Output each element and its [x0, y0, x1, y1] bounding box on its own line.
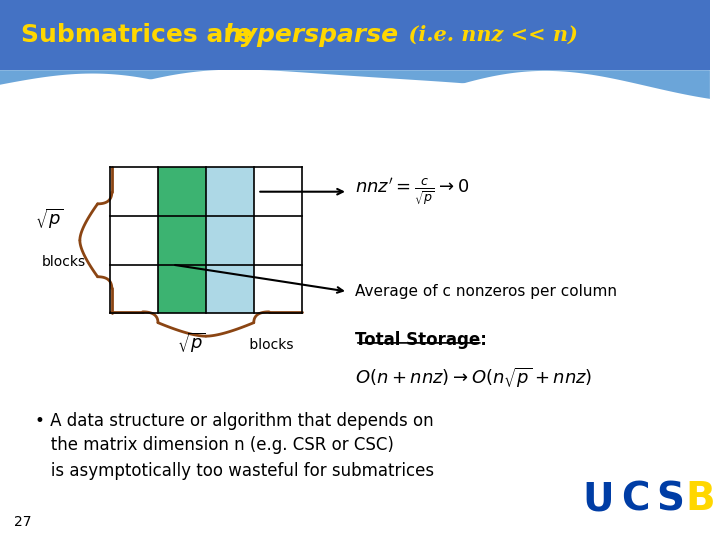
Text: blocks: blocks [42, 255, 86, 269]
Text: hypersparse: hypersparse [224, 23, 399, 47]
Text: Total Storage:: Total Storage: [355, 331, 487, 349]
Text: Average of c nonzeros per column: Average of c nonzeros per column [355, 284, 617, 299]
Text: B: B [685, 481, 715, 518]
Text: S: S [657, 481, 685, 518]
Text: $\sqrt{p}$: $\sqrt{p}$ [35, 207, 64, 231]
FancyBboxPatch shape [0, 0, 710, 70]
Text: C: C [621, 481, 649, 518]
Text: (i.e. nnz << n): (i.e. nnz << n) [394, 25, 578, 45]
Bar [206, 167, 253, 313]
Text: $\sqrt{p}$: $\sqrt{p}$ [177, 331, 206, 355]
PathPatch shape [0, 70, 710, 116]
Text: 27: 27 [14, 515, 32, 529]
Text: blocks: blocks [245, 338, 294, 352]
Text: Submatrices are: Submatrices are [22, 23, 262, 47]
PathPatch shape [0, 70, 710, 135]
Text: $nnz' = \frac{c}{\sqrt{p}} \rightarrow 0$: $nnz' = \frac{c}{\sqrt{p}} \rightarrow 0… [355, 177, 469, 207]
Text: $O(n + nnz) \rightarrow O(n\sqrt{p} + nnz)$: $O(n + nnz) \rightarrow O(n\sqrt{p} + nn… [355, 366, 593, 390]
Bar [158, 167, 206, 313]
Text: U: U [582, 481, 613, 518]
Text: • A data structure or algorithm that depends on
   the matrix dimension n (e.g. : • A data structure or algorithm that dep… [35, 411, 435, 480]
